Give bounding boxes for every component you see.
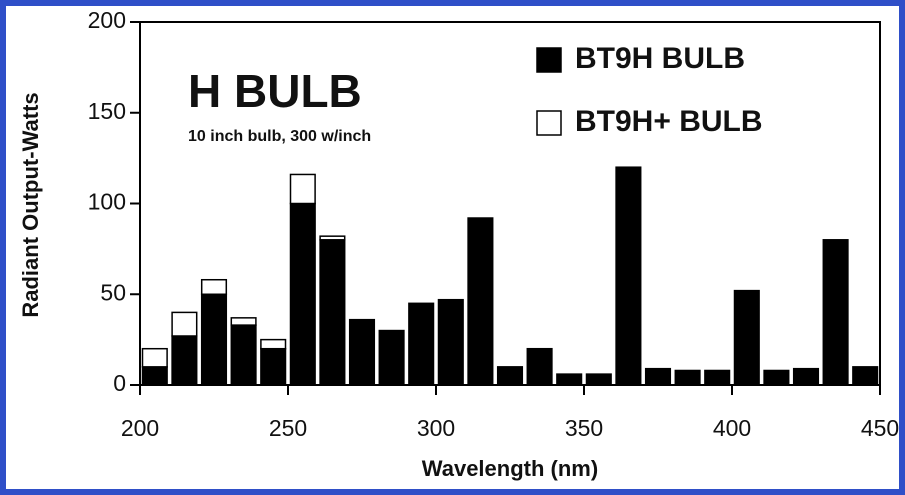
bar-segment [704,369,731,386]
bar-segment [437,298,464,386]
x-tick-label: 250 [269,415,307,441]
bar-segment [319,235,346,241]
legend-label: BT9H BULB [575,42,745,75]
legend-swatch [536,110,562,136]
bar-segment [526,347,553,386]
y-tick-label: 0 [113,370,126,396]
x-tick-label: 300 [417,415,455,441]
y-tick-label: 150 [88,98,126,124]
bar-segment [260,347,287,386]
x-tick-label: 200 [121,415,159,441]
bar-segment [763,369,790,386]
legend-label: BT9H+ BULB [575,105,763,138]
x-tick-label: 450 [861,415,899,441]
background [6,6,899,489]
bar-segment [230,324,257,386]
bar-segment [644,367,672,386]
bar-segment [200,293,228,386]
x-tick-label: 400 [713,415,751,441]
bar-segment [200,278,228,296]
bar-segment [289,202,316,386]
bar-segment [585,373,612,386]
bar-segment [378,329,405,386]
bar-segment [852,366,879,386]
y-tick-label: 100 [88,189,126,215]
bar-segment [348,318,376,386]
bar-segment [467,217,494,386]
bar-segment [792,367,820,386]
bar-segment [260,338,287,350]
bar-segment [171,311,198,337]
bar-segment [496,366,524,386]
bar-segment [289,173,316,205]
y-tick-label: 50 [100,279,126,305]
bar-segment [822,239,849,386]
x-tick-label: 350 [565,415,603,441]
bar-segment [319,239,346,386]
bar-segment [408,302,435,386]
annotation-title: H BULB [188,65,362,117]
x-axis-label: Wavelength (nm) [422,456,598,481]
legend-swatch [536,47,562,73]
bar-segment [615,166,642,386]
y-axis-label: Radiant Output-Watts [18,92,43,317]
y-tick-label: 200 [88,7,126,33]
bar-segment [556,373,583,386]
bar-segment [674,369,701,386]
bar-segment [171,335,198,386]
bar-segment [141,366,168,386]
bar-segment [141,347,168,368]
annotation-subtitle: 10 inch bulb, 300 w/inch [188,128,371,145]
bar-segment [230,317,257,326]
bar-segment [733,289,760,386]
